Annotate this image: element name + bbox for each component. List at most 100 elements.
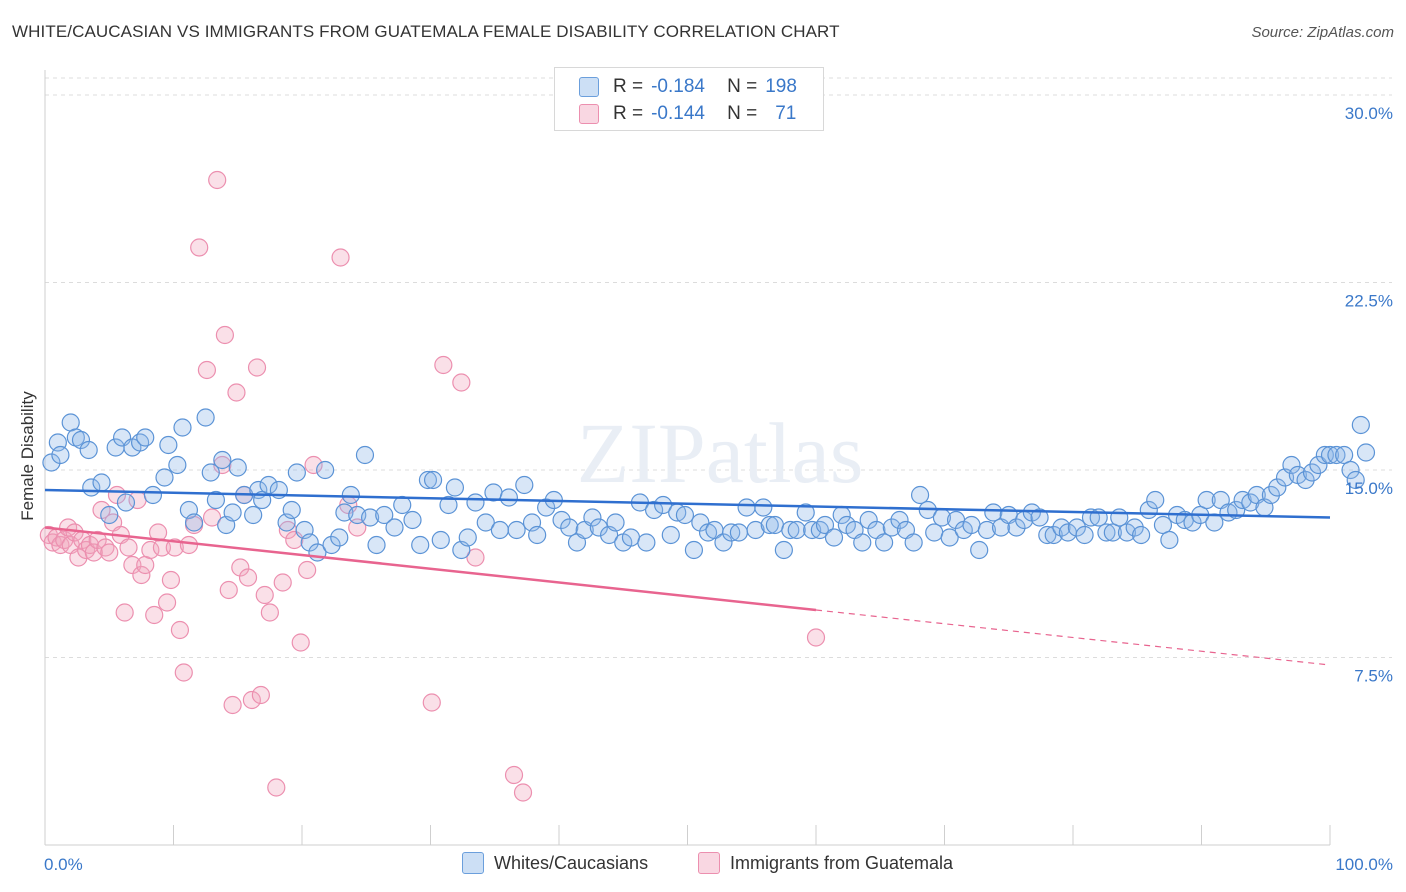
point-whites <box>925 523 944 542</box>
trend-line-whites <box>44 488 1331 519</box>
point-immigrants <box>223 695 242 715</box>
point-whites <box>116 493 136 512</box>
r-label: R = <box>613 103 644 124</box>
point-whites <box>458 528 477 547</box>
point-whites <box>890 510 909 530</box>
point-whites <box>213 450 232 470</box>
point-whites <box>583 508 602 527</box>
point-immigrants <box>174 663 193 682</box>
point-whites <box>729 523 749 542</box>
point-immigrants <box>304 455 323 475</box>
point-whites <box>201 463 220 482</box>
point-whites <box>691 513 710 532</box>
point-whites <box>904 533 923 552</box>
point-immigrants <box>202 508 222 527</box>
point-whites <box>537 498 556 517</box>
point-whites <box>300 533 319 552</box>
point-whites <box>1125 518 1144 537</box>
y-tick-label: 22.5% <box>1345 292 1393 311</box>
point-whites <box>515 475 534 495</box>
point-immigrants <box>513 783 533 802</box>
point-whites <box>393 495 412 515</box>
point-whites <box>1268 478 1287 497</box>
point-whites <box>361 508 380 527</box>
point-whites <box>653 495 673 515</box>
point-immigrants <box>422 693 441 712</box>
point-whites <box>367 535 386 555</box>
point-immigrants <box>238 568 258 587</box>
point-whites <box>130 433 150 452</box>
legend-item-whites[interactable]: Whites/Caucasians <box>462 852 648 874</box>
trend-line-immigrants <box>44 526 817 612</box>
stats-legend: R = -0.184 N = 198 R = -0.144 N = 71 <box>554 67 824 131</box>
n-label: N = <box>727 103 758 124</box>
point-whites <box>341 485 360 505</box>
point-whites <box>810 520 829 540</box>
point-immigrants <box>115 603 134 622</box>
point-whites <box>355 445 375 465</box>
point-whites <box>984 503 1003 522</box>
point-immigrants <box>231 558 250 577</box>
point-whites <box>796 503 815 522</box>
x-tick-label: 100.0% <box>1335 855 1393 874</box>
legend-swatch-immigrants <box>579 104 599 124</box>
point-whites <box>684 540 704 560</box>
point-whites <box>940 528 959 547</box>
point-immigrants <box>348 518 367 537</box>
trend-lines <box>44 488 1331 666</box>
series-whites-points <box>42 408 1376 562</box>
point-whites <box>1160 530 1179 550</box>
point-immigrants <box>227 383 246 402</box>
legend-item-immigrants[interactable]: Immigrants from Guatemala <box>698 852 953 874</box>
point-whites <box>787 520 806 540</box>
series-legend: Whites/Caucasians Immigrants from Guatem… <box>0 850 1406 878</box>
point-immigrants <box>215 325 234 345</box>
point-immigrants <box>242 690 261 710</box>
point-whites <box>1038 525 1057 545</box>
point-immigrants <box>148 523 168 542</box>
point-whites <box>606 513 625 532</box>
point-whites <box>244 505 263 525</box>
watermark: ZIPatlas <box>577 405 864 501</box>
chart-title: WHITE/CAUCASIAN VS IMMIGRANTS FROM GUATE… <box>12 22 840 41</box>
point-whites <box>875 533 894 552</box>
point-whites <box>1309 455 1328 475</box>
point-whites <box>1097 523 1116 542</box>
point-whites <box>1067 518 1086 537</box>
legend-swatch-whites <box>579 77 599 97</box>
point-whites <box>168 455 187 475</box>
point-whites <box>528 525 547 545</box>
point-whites <box>1241 493 1260 512</box>
point-whites <box>962 515 981 535</box>
point-whites <box>737 498 756 517</box>
r-value-immigrants: -0.144 <box>651 103 705 124</box>
point-whites <box>722 523 741 542</box>
point-whites <box>621 528 641 547</box>
point-whites <box>490 520 509 540</box>
point-whites <box>385 518 404 537</box>
point-immigrants <box>179 535 199 555</box>
point-immigrants <box>452 373 471 392</box>
point-whites <box>970 540 989 560</box>
point-whites <box>431 530 450 550</box>
point-immigrants <box>331 248 350 267</box>
point-whites <box>1205 513 1224 532</box>
point-whites <box>184 513 204 532</box>
point-whites <box>1075 525 1094 545</box>
point-immigrants <box>267 778 286 797</box>
point-whites <box>71 430 91 450</box>
point-whites <box>330 528 349 547</box>
point-whites <box>1327 445 1346 465</box>
point-whites <box>439 495 458 515</box>
x-tick-label: 0.0% <box>44 855 83 874</box>
source-label: Source: ZipAtlas.com <box>1251 24 1394 41</box>
stats-row-immigrants: R = -0.144 N = 71 <box>579 101 796 127</box>
point-immigrants <box>260 603 279 622</box>
n-value-immigrants: 71 <box>775 103 797 124</box>
point-whites <box>1146 490 1165 510</box>
point-whites <box>228 458 247 477</box>
point-immigrants <box>123 555 142 575</box>
point-whites <box>1351 415 1370 435</box>
point-immigrants <box>247 358 267 377</box>
point-immigrants <box>88 530 107 550</box>
